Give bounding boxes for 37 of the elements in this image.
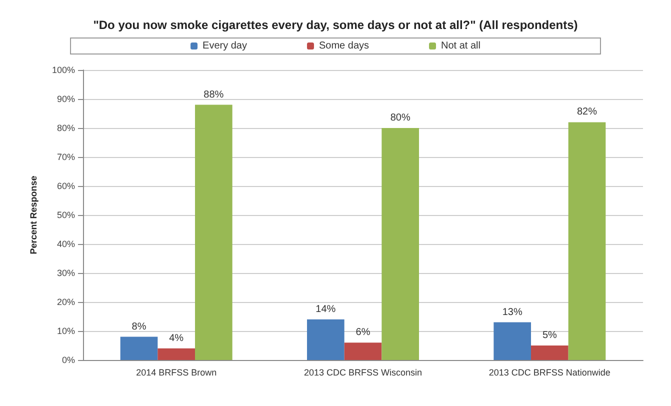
data-label: 82% (576, 106, 598, 118)
bar (568, 122, 606, 360)
bar (307, 319, 344, 360)
y-tick-label: 90% (56, 94, 75, 104)
bar (158, 348, 195, 360)
bar (120, 336, 158, 360)
x-tick-label: 2014 BRFSS Brown (136, 368, 217, 378)
y-tick-label: 60% (56, 181, 75, 191)
x-tick-label: 2013 CDC BRFSS Wisconsin (304, 368, 422, 378)
y-tick-label: 70% (56, 152, 75, 162)
y-tick-label: 80% (56, 123, 75, 133)
y-axis-title: Percent Response (28, 176, 38, 254)
y-tick-label: 20% (56, 297, 75, 307)
data-label: 4% (169, 332, 184, 344)
data-label: 5% (542, 330, 557, 341)
legend-label: Not at all (441, 40, 480, 52)
x-tick-label: 2013 CDC BRFSS Nationwide (488, 368, 610, 378)
y-tick-label: 40% (56, 239, 75, 249)
data-label: 6% (356, 327, 370, 338)
data-label: 80% (390, 112, 410, 124)
bar (531, 346, 568, 360)
y-tick-label: 50% (56, 210, 75, 220)
legend-label: Some days (318, 40, 370, 52)
chart-title: "Do you now smoke cigarettes every day, some days or not at all?" (All respondents) (93, 18, 578, 32)
data-label: 13% (502, 306, 522, 318)
bar (195, 104, 232, 360)
data-label: 14% (316, 304, 336, 315)
bar (344, 342, 382, 360)
bar (494, 322, 531, 360)
bar (382, 128, 419, 360)
y-tick-label: 100% (52, 65, 75, 75)
y-tick-label: 30% (56, 268, 75, 278)
data-label: 8% (132, 321, 146, 332)
data-label: 88% (204, 89, 224, 100)
y-tick-label: 0% (62, 355, 75, 365)
legend-label: Every day (202, 40, 247, 52)
y-tick-label: 10% (56, 326, 75, 336)
